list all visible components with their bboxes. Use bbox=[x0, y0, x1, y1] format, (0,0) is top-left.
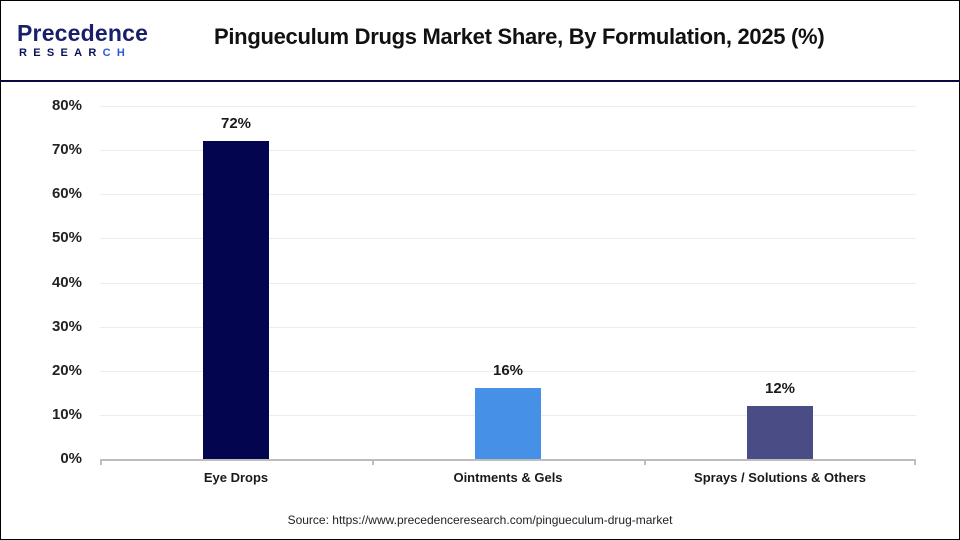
header-divider bbox=[0, 80, 960, 82]
chart-header: Precedence RESEARCH Pingueculum Drugs Ma… bbox=[0, 0, 960, 81]
gridline bbox=[100, 106, 916, 107]
y-tick-label: 70% bbox=[51, 141, 82, 159]
y-tick-label: 50% bbox=[51, 229, 82, 247]
gridline bbox=[100, 194, 916, 196]
precedence-research-logo: Precedence RESEARCH bbox=[17, 22, 157, 62]
x-axis-tick bbox=[372, 459, 374, 465]
x-label-ointments-gels: Ointments & Gels bbox=[453, 470, 563, 485]
bar-ointments-gels bbox=[475, 388, 541, 459]
x-axis-tick bbox=[644, 459, 646, 465]
gridline bbox=[100, 370, 916, 372]
logo-top-text: Precedence bbox=[17, 20, 149, 46]
bar-eye-drops bbox=[203, 141, 269, 459]
gridline bbox=[100, 326, 916, 328]
y-tick-label: 20% bbox=[51, 361, 82, 379]
y-tick-label: 40% bbox=[51, 273, 82, 291]
y-tick-label: 30% bbox=[51, 317, 82, 335]
bar-sprays-solutions-others bbox=[747, 406, 813, 459]
y-tick-label: 0% bbox=[60, 450, 82, 467]
x-axis-tick bbox=[100, 459, 102, 465]
x-axis-tick bbox=[914, 459, 916, 465]
gridline bbox=[100, 282, 916, 284]
chart-title: Pingueculum Drugs Market Share, By Formu… bbox=[214, 24, 825, 49]
x-axis-line bbox=[100, 459, 916, 461]
logo-subtitle-accent: CH bbox=[102, 47, 132, 59]
x-label-eye-drops: Eye Drops bbox=[203, 470, 269, 485]
data-label-eye-drops: 72% bbox=[220, 115, 252, 133]
gridline bbox=[100, 150, 916, 152]
logo-subtitle-main: RESEAR bbox=[19, 47, 103, 59]
logo-wordmark: Precedence bbox=[17, 22, 148, 45]
x-label-sprays-solutions-others: Sprays / Solutions & Others bbox=[694, 470, 866, 485]
gridline bbox=[100, 238, 916, 240]
source-citation: Source: https://www.precedenceresearch.c… bbox=[287, 513, 673, 527]
data-label-ointments-gels: 16% bbox=[492, 362, 524, 380]
data-label-sprays-solutions-others: 12% bbox=[764, 380, 796, 398]
logo-subtitle: RESEARCH bbox=[19, 47, 131, 59]
y-tick-label: 10% bbox=[51, 405, 82, 423]
y-tick-label: 80% bbox=[51, 97, 82, 114]
y-tick-label: 60% bbox=[51, 185, 82, 203]
